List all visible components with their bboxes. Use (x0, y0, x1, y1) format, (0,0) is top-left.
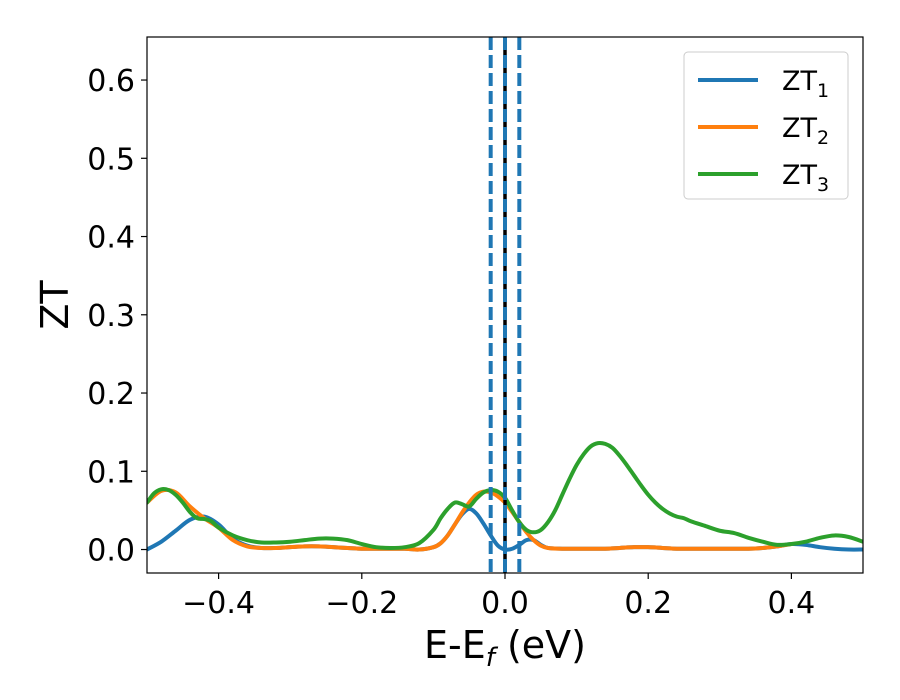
series-line-zt3 (147, 440, 863, 550)
series-layer (147, 440, 863, 552)
x-axis-ticks: −0.4 −0.2 0.0 0.2 0.4 (182, 573, 815, 621)
x-axis-label: E-Ef (eV) (424, 623, 586, 673)
legend-label-zt2: ZT2 (782, 113, 829, 149)
y-tick-label: 0.1 (87, 455, 135, 490)
vertical-reference-lines (488, 37, 522, 573)
y-tick-label: 0.5 (87, 142, 135, 177)
y-axis-ticks: 0.0 0.1 0.2 0.3 0.4 0.5 0.6 (87, 64, 147, 569)
legend-label-zt3: ZT3 (782, 160, 829, 196)
y-tick-label: 0.3 (87, 299, 135, 334)
legend-label-zt1: ZT1 (782, 66, 829, 102)
legend: ZT1 ZT2 ZT3 (683, 51, 849, 200)
x-tick-label: −0.2 (325, 586, 398, 621)
y-tick-label: 0.6 (87, 64, 135, 99)
legend-box (683, 51, 849, 200)
x-tick-label: 0.0 (481, 586, 529, 621)
y-tick-label: 0.0 (87, 534, 135, 569)
legend-entries: ZT1 ZT2 ZT3 (698, 66, 829, 196)
y-tick-label: 0.2 (87, 377, 135, 412)
x-tick-label: 0.2 (624, 586, 672, 621)
x-tick-label: −0.4 (182, 586, 255, 621)
y-axis-label: ZT (33, 280, 77, 330)
y-tick-label: 0.4 (87, 221, 135, 256)
x-tick-label: 0.4 (768, 586, 816, 621)
